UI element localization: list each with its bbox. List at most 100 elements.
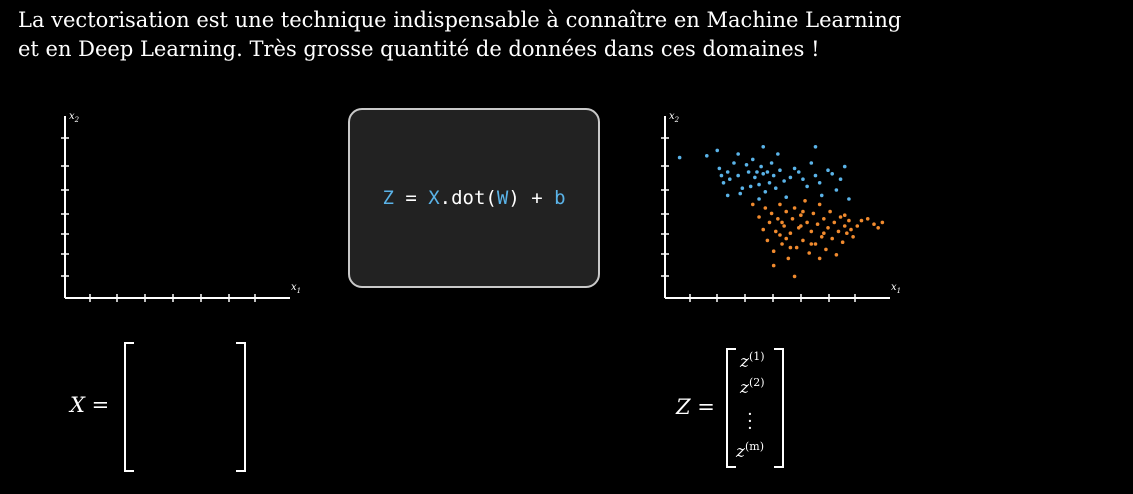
- scatter-point-0-43: [784, 195, 789, 199]
- scatter-point-0-35: [826, 168, 830, 172]
- right-x-label: x1: [891, 282, 901, 295]
- scatter-point-1-38: [836, 229, 841, 234]
- scatter-point-0-14: [753, 175, 757, 180]
- scatter-point-0-47: [761, 145, 766, 149]
- intro-line-2: et en Deep Learning. Très grosse quantit…: [18, 37, 820, 61]
- code-z: Z: [382, 187, 394, 209]
- scatter-point-1-23: [805, 220, 809, 225]
- scatter-point-0-6: [727, 177, 732, 181]
- matrix-z-entry-2: z(2): [740, 376, 765, 398]
- scatter-point-1-30: [819, 235, 824, 239]
- scatter-point-1-3: [763, 206, 768, 210]
- left-y-axis: [61, 116, 69, 298]
- scatter-point-0-26: [782, 179, 786, 183]
- scatter-point-1-40: [840, 240, 845, 244]
- scatter-point-1-10: [778, 202, 782, 207]
- right-x-axis: [665, 294, 890, 302]
- scatter-point-0-37: [834, 188, 839, 192]
- z2-sup: (2): [748, 376, 765, 389]
- scatter-point-0-32: [809, 161, 814, 165]
- scatter-point-0-13: [750, 157, 755, 162]
- scatter-point-1-56: [809, 242, 814, 246]
- scatter-point-1-22: [803, 199, 807, 203]
- scatter-point-1-35: [830, 236, 834, 241]
- scatter-point-0-2: [717, 166, 722, 171]
- scatter-point-1-48: [865, 217, 870, 221]
- matrix-z-right-bracket: [774, 348, 784, 468]
- scatter-point-1-42: [845, 231, 849, 235]
- scatter-point-1-44: [849, 227, 853, 232]
- scatter-point-0-25: [778, 168, 782, 172]
- left-y-label: x2: [69, 111, 80, 124]
- code-close: ) +: [508, 187, 555, 209]
- empty-plot: x2 x1: [61, 111, 301, 302]
- scatter-point-0-31: [805, 184, 809, 189]
- matrix-x-label: X =: [70, 393, 110, 417]
- matrix-z-entry-m: z(m): [736, 440, 764, 462]
- zm-sup: (m): [744, 440, 764, 453]
- scatter-point-1-5: [767, 220, 772, 225]
- zm-base: z: [736, 442, 745, 462]
- scatter-point-0-48: [736, 152, 740, 156]
- scatter-point-1-12: [782, 224, 786, 228]
- scatter-point-1-41: [842, 224, 847, 228]
- scatter-point-1-2: [761, 227, 766, 232]
- scatter-point-1-50: [876, 226, 880, 230]
- scatter-point-0-16: [757, 182, 761, 187]
- scatter-point-1-8: [773, 229, 778, 234]
- scatter-point-1-9: [776, 217, 780, 221]
- scatter-point-1-31: [822, 217, 826, 221]
- scatter-point-0-46: [776, 152, 780, 156]
- matrix-x-right-bracket: [236, 342, 246, 472]
- scatter-point-0-49: [813, 145, 818, 149]
- scatter-point-1-59: [792, 274, 797, 279]
- matrix-z-left-bracket: [726, 348, 736, 468]
- scatter-point-1-33: [826, 226, 830, 230]
- scatter-point-0-15: [755, 170, 759, 174]
- scatter-point-0-22: [769, 161, 774, 165]
- right-y-label: x2: [669, 111, 680, 124]
- scatter-point-1-36: [832, 220, 837, 225]
- scatter-point-1-45: [851, 235, 855, 239]
- scatter-point-1-27: [813, 242, 818, 246]
- scatter-point-0-29: [796, 170, 801, 174]
- scatter-point-1-11: [780, 242, 784, 246]
- scatter-point-0-9: [740, 186, 745, 190]
- scatter-point-0-40: [725, 193, 730, 198]
- scatter-point-0-5: [725, 170, 730, 174]
- scatter-point-1-55: [784, 236, 789, 241]
- scatter-point-1-43: [847, 218, 851, 223]
- scatter-point-0-41: [738, 191, 743, 196]
- intro-text: La vectorisation est une technique indis…: [18, 6, 901, 64]
- scatter-point-0-38: [838, 177, 843, 181]
- scatter-point-1-6: [769, 211, 774, 216]
- scatter-point-0-27: [788, 175, 793, 180]
- scatter-point-1-49: [872, 222, 876, 226]
- scatter-point-1-14: [786, 256, 791, 261]
- scatter-point-1-61: [801, 209, 805, 214]
- left-x-axis: [65, 294, 290, 302]
- scatter-point-1-62: [822, 231, 826, 235]
- scatter-point-1-57: [817, 256, 822, 261]
- scatter-point-1-60: [780, 220, 784, 225]
- code-b: b: [554, 187, 566, 209]
- scatter-point-0-50: [715, 148, 720, 153]
- scatter-point-1-15: [788, 231, 793, 235]
- scatter-point-0-33: [813, 173, 818, 178]
- code-box: Z = X.dot(W) + b: [348, 108, 600, 288]
- scatter-point-1-4: [765, 238, 770, 243]
- scatter-point-0-34: [817, 181, 822, 185]
- scatter-point-0-42: [757, 197, 761, 201]
- scatter-point-1-7: [771, 249, 776, 253]
- z1-sup: (1): [748, 350, 765, 363]
- matrix-z-label: Z =: [676, 395, 715, 419]
- scatter-point-1-21: [801, 238, 805, 243]
- scatter-point-1-17: [792, 206, 797, 210]
- scatter-point-0-24: [773, 186, 778, 190]
- scatter-point-1-34: [828, 209, 832, 214]
- code-eq: =: [393, 187, 429, 209]
- scatter-point-1-16: [790, 217, 795, 221]
- scatter-point-0-4: [721, 181, 726, 185]
- scatter-point-1-26: [811, 211, 816, 216]
- scatter-point-0-44: [819, 193, 824, 198]
